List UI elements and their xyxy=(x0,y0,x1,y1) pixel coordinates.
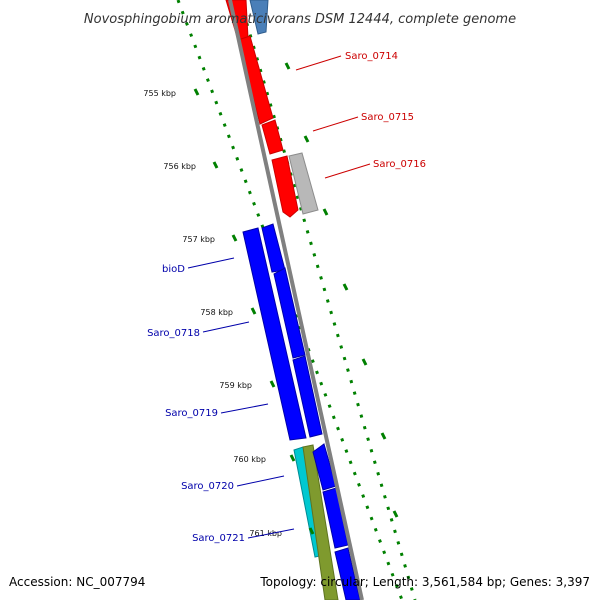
gene-arrow-saro-0716[interactable] xyxy=(271,155,299,218)
kbp-tick-label: 760 kbp xyxy=(233,455,266,464)
gene-label-saro-0715[interactable]: Saro_0715 xyxy=(361,112,414,123)
kbp-tick-label: 758 kbp xyxy=(200,308,233,317)
gene-label-biod[interactable]: bioD xyxy=(162,264,185,275)
kbp-tick-mark xyxy=(269,380,276,388)
map-title: Novosphingobium aromaticivorans DSM 1244… xyxy=(84,12,516,27)
kbp-tick-label: 759 kbp xyxy=(219,381,252,390)
gene-arrow-saro-0720[interactable] xyxy=(292,355,323,438)
gene-label-saro-0716[interactable]: Saro_0716 xyxy=(373,159,426,170)
kbp-tick-label: 757 kbp xyxy=(182,235,215,244)
gene-arrow-blue-lower-2[interactable] xyxy=(334,547,361,600)
gene-arrow-gray[interactable] xyxy=(288,152,319,215)
genome-backbone xyxy=(228,0,364,600)
kbp-tick-label: 756 kbp xyxy=(163,162,196,171)
kbp-tick-mark xyxy=(193,88,200,96)
gene-label-saro-0720[interactable]: Saro_0720 xyxy=(181,481,234,492)
minor-tick-mark xyxy=(392,510,399,518)
forward-strand-genes xyxy=(249,0,319,215)
gene-label-saro-0721[interactable]: Saro_0721 xyxy=(192,533,245,544)
gene-label-saro-0714[interactable]: Saro_0714 xyxy=(345,51,398,62)
kbp-tick-mark xyxy=(231,234,238,242)
topology-text: Topology: circular; Length: 3,561,584 bp… xyxy=(259,575,590,589)
kbp-tick-label: 761 kbp xyxy=(249,529,282,538)
gene-arrow-biod[interactable] xyxy=(242,227,307,441)
kbp-tick-marks: 755 kbp 756 kbp 757 kbp 758 kbp 759 kbp 760 k… xyxy=(143,62,399,538)
gene-features xyxy=(225,0,361,600)
minor-tick-mark xyxy=(361,358,368,366)
kbp-tick-mark xyxy=(250,307,257,315)
gene-arrow-saro-0715[interactable] xyxy=(261,119,284,155)
gene-arrow-steel-top[interactable] xyxy=(249,0,269,35)
leader-saro-0718 xyxy=(202,321,250,333)
kbp-tick-mark xyxy=(308,527,315,535)
leader-saro-0715 xyxy=(312,116,359,132)
gene-label-leaders xyxy=(187,55,371,539)
minor-tick-mark xyxy=(303,135,310,143)
leader-saro-0720 xyxy=(236,475,285,487)
gene-label-saro-0719[interactable]: Saro_0719 xyxy=(165,408,218,419)
leader-saro-0719 xyxy=(220,403,269,414)
gene-labels: Saro_0714 Saro_0715 Saro_0716 bioD Saro_… xyxy=(147,51,426,544)
right-dotted-guide xyxy=(238,0,417,600)
leader-biod xyxy=(187,257,235,269)
gene-arrow-olive[interactable] xyxy=(302,444,339,600)
gene-label-saro-0718[interactable]: Saro_0718 xyxy=(147,328,200,339)
leader-saro-0714 xyxy=(295,55,342,71)
kbp-tick-mark xyxy=(289,454,296,462)
leader-saro-0716 xyxy=(324,163,371,179)
minor-tick-mark xyxy=(342,283,349,291)
accession-text: Accession: NC_007794 xyxy=(9,575,145,589)
minor-tick-mark xyxy=(380,432,387,440)
minor-tick-mark xyxy=(284,62,291,70)
minor-tick-mark xyxy=(322,208,329,216)
kbp-tick-mark xyxy=(212,161,219,169)
kbp-tick-label: 755 kbp xyxy=(143,89,176,98)
leader-saro-0721 xyxy=(247,528,295,539)
gene-arrow-saro-0719[interactable] xyxy=(273,267,306,359)
dotted-guide-lines xyxy=(176,0,417,600)
